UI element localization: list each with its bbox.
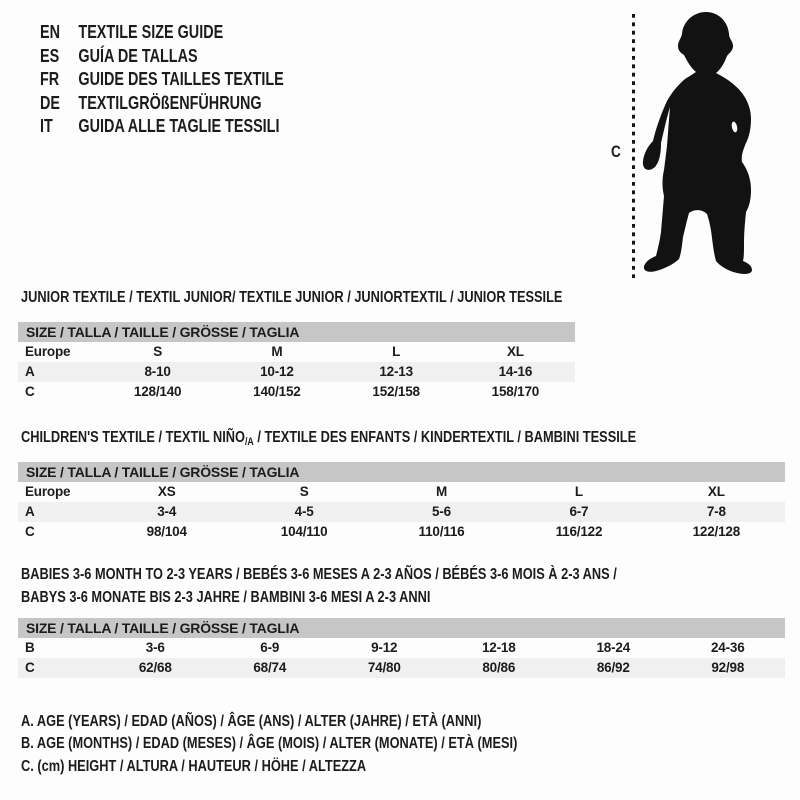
table-row: Europe S M L XL [18, 342, 575, 362]
size-cell: 92/98 [711, 660, 745, 675]
size-cell: 9-12 [371, 640, 398, 655]
language-code: DE [40, 92, 61, 113]
size-cell: 140/152 [253, 384, 301, 399]
size-cell: 62/68 [138, 660, 172, 675]
footnote-c: C. (cm) HEIGHT / ALTURA / HAUTEUR / HÖHE… [21, 757, 367, 775]
size-cell: 158/170 [491, 384, 540, 399]
size-cell: 152/158 [372, 384, 420, 399]
section-heading-text: CHILDREN'S TEXTILE / TEXTIL NIÑO/A / TEX… [21, 427, 636, 451]
size-cell: 24-36 [710, 640, 745, 655]
table-row: B 3-6 6-9 9-12 12-18 18-24 24-36 [18, 638, 785, 658]
size-cell: S [299, 484, 309, 499]
size-cell: 5-6 [432, 504, 451, 519]
table-header: SIZE / TALLA / TAILLE / GRÖSSE / TAGLIA [18, 322, 575, 342]
size-cell: S [153, 344, 163, 359]
size-cell: 98/104 [146, 524, 187, 539]
language-row: ES GUÍA DE TALLAS [40, 45, 284, 69]
table-row: C 62/68 68/74 74/80 80/86 86/92 92/98 [18, 658, 785, 678]
size-table-junior: SIZE / TALLA / TAILLE / GRÖSSE / TAGLIA E… [18, 322, 575, 402]
language-title: GUÍA DE TALLAS [78, 45, 198, 66]
footnote-b: B. AGE (MONTHS) / EDAD (MESES) / ÂGE (MO… [21, 735, 518, 753]
heading-pre: CHILDREN'S TEXTILE / TEXTIL NIÑO [21, 429, 245, 446]
section-heading-junior: JUNIOR TEXTILE / TEXTIL JUNIOR/ TEXTILE … [21, 287, 698, 310]
size-cell: 128/140 [133, 384, 182, 399]
footnotes: A. AGE (YEARS) / EDAD (AÑOS) / ÂGE (ANS)… [21, 711, 517, 778]
size-cell: 74/80 [367, 660, 401, 675]
footnote-a: A. AGE (YEARS) / EDAD (AÑOS) / ÂGE (ANS)… [21, 713, 482, 730]
size-cell: 110/116 [418, 524, 465, 539]
language-row: IT GUIDA ALLE TAGLIE TESSILI [40, 115, 284, 139]
row-label: A [25, 364, 35, 379]
language-code: FR [40, 69, 60, 90]
language-title: GUIDA ALLE TAGLIE TESSILI [78, 116, 280, 137]
size-cell: 6-7 [569, 504, 589, 519]
language-code: IT [40, 116, 53, 137]
size-cell: 68/74 [253, 660, 287, 675]
size-cell: 80/86 [482, 660, 516, 675]
heading-subscript: /A [244, 436, 254, 448]
size-cell: XS [157, 484, 176, 499]
size-cell: 4-5 [294, 504, 314, 519]
language-code: EN [40, 22, 61, 42]
size-cell: 14-16 [498, 364, 533, 379]
size-cell: 7-8 [706, 504, 726, 519]
size-cell: 3-4 [157, 504, 177, 519]
table-row: A 8-10 10-12 12-13 14-16 [18, 362, 575, 382]
section-heading-text: JUNIOR TEXTILE / TEXTIL JUNIOR/ TEXTILE … [21, 289, 563, 306]
table-row: C 98/104 104/110 110/116 116/122 122/128 [18, 522, 785, 542]
size-cell: 12-13 [379, 364, 413, 379]
size-cell: 3-6 [145, 640, 165, 655]
language-title: GUIDE DES TAILLES TEXTILE [78, 69, 284, 90]
toddler-silhouette-icon [632, 12, 752, 278]
section-heading-babies: BABIES 3-6 MONTH TO 2-3 YEARS / BEBÉS 3-… [21, 564, 766, 609]
fist-gap [731, 121, 738, 133]
heading-line-1: BABIES 3-6 MONTH TO 2-3 YEARS / BEBÉS 3-… [21, 566, 617, 583]
size-cell: 86/92 [596, 660, 630, 675]
size-cell: 116/122 [555, 524, 603, 539]
size-cell: 10-12 [260, 364, 294, 379]
size-cell: L [574, 484, 583, 499]
row-label: C [25, 660, 35, 675]
size-cell: M [435, 484, 448, 499]
size-cell: XL [506, 344, 524, 359]
language-title-block: EN TEXTILE SIZE GUIDE ES GUÍA DE TALLAS … [40, 21, 345, 139]
toddler-silhouette-path [642, 12, 752, 274]
size-cell: 12-18 [481, 640, 516, 655]
table-header: SIZE / TALLA / TAILLE / GRÖSSE / TAGLIA [18, 462, 785, 482]
size-cell: 6-9 [260, 640, 280, 655]
size-table-children: SIZE / TALLA / TAILLE / GRÖSSE / TAGLIA E… [18, 462, 785, 542]
table-row: C 128/140 140/152 152/158 158/170 [18, 382, 575, 402]
size-cell: 8-10 [144, 364, 171, 379]
section-heading-children: CHILDREN'S TEXTILE / TEXTIL NIÑO/A / TEX… [21, 427, 790, 451]
row-label: Europe [25, 484, 71, 499]
language-row: EN TEXTILE SIZE GUIDE [40, 21, 284, 45]
row-label: C [25, 524, 35, 539]
language-row: FR GUIDE DES TAILLES TEXTILE [40, 68, 284, 92]
row-label: A [25, 504, 35, 519]
size-cell: 104/110 [280, 524, 328, 539]
heading-line-2: BABYS 3-6 MONATE BIS 2-3 JAHRE / BAMBINI… [21, 588, 431, 606]
size-cell: L [392, 344, 401, 359]
language-code: ES [40, 45, 60, 66]
size-cell: 18-24 [596, 640, 631, 655]
table-header: SIZE / TALLA / TAILLE / GRÖSSE / TAGLIA [18, 618, 785, 638]
size-table-babies: SIZE / TALLA / TAILLE / GRÖSSE / TAGLIA B… [18, 618, 785, 678]
size-cell: 122/128 [692, 524, 741, 539]
language-title: TEXTILGRÖßENFÜHRUNG [78, 92, 262, 113]
table-row: Europe XS S M L XL [18, 482, 785, 502]
size-cell: XL [707, 484, 725, 499]
heading-post: / TEXTILE DES ENFANTS / KINDERTEXTIL / B… [253, 429, 637, 446]
table-row: A 3-4 4-5 5-6 6-7 7-8 [18, 502, 785, 522]
size-cell: M [271, 344, 283, 359]
row-label: C [25, 384, 35, 399]
language-row: DE TEXTILGRÖßENFÜHRUNG [40, 92, 284, 116]
row-label: Europe [25, 344, 71, 359]
height-reference-label: C [611, 142, 621, 161]
language-title: TEXTILE SIZE GUIDE [78, 22, 224, 42]
row-label: B [25, 640, 35, 655]
